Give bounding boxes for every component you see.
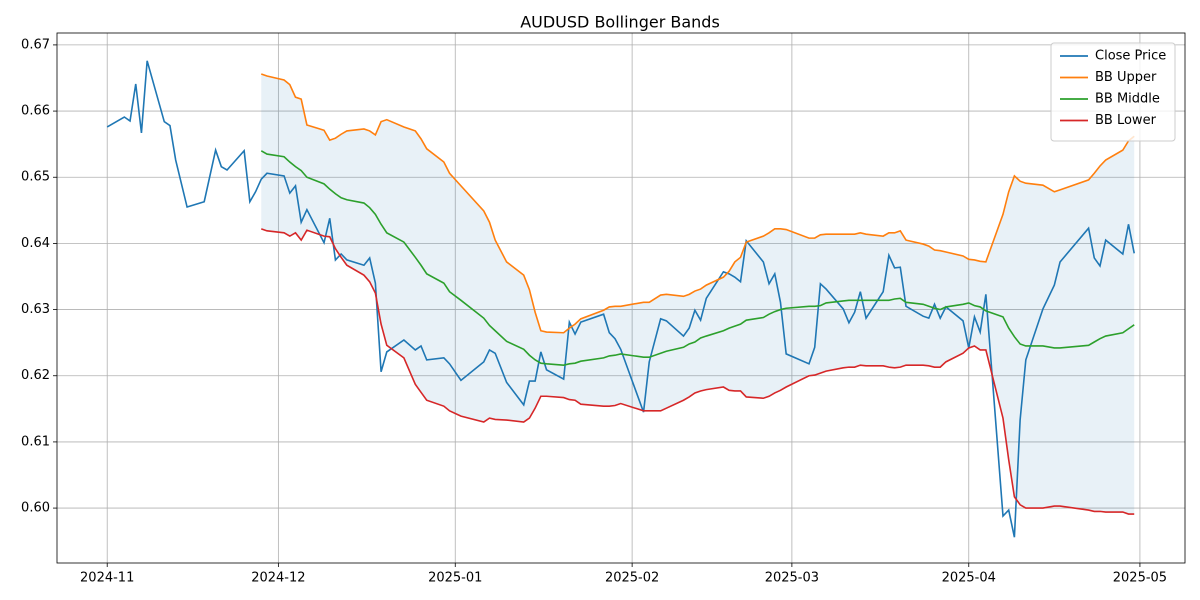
legend-label: BB Middle [1095, 92, 1160, 107]
plot-frame [56, 32, 1186, 564]
y-tick-label: 0.66 [21, 104, 50, 119]
x-tick-label: 2024-11 [80, 571, 134, 586]
series-line [260, 73, 1135, 334]
chart-title: AUDUSD Bollinger Bands [520, 13, 720, 32]
y-tick-label: 0.61 [21, 434, 50, 449]
legend-box [1050, 42, 1176, 142]
x-tick-label: 2025-02 [605, 571, 659, 586]
x-tick-label: 2025-01 [428, 571, 482, 586]
x-tick-label: 2025-05 [1113, 571, 1167, 586]
y-tick-label: 0.63 [21, 302, 50, 317]
x-tick-label: 2025-04 [942, 571, 996, 586]
x-tick-label: 2025-03 [765, 571, 819, 586]
y-tick-label: 0.60 [21, 501, 50, 516]
series-line [260, 150, 1135, 366]
legend-label: BB Upper [1095, 70, 1157, 85]
y-tick-label: 0.62 [21, 368, 50, 383]
y-tick-label: 0.65 [21, 170, 50, 185]
series-line [260, 228, 1135, 515]
y-tick-label: 0.67 [21, 37, 50, 52]
y-tick-label: 0.64 [21, 236, 50, 251]
series-line [106, 60, 1136, 538]
x-tick-label: 2024-12 [251, 571, 305, 586]
band-fill [261, 74, 1135, 515]
legend-label: Close Price [1095, 49, 1166, 64]
legend-label: BB Lower [1095, 113, 1157, 128]
